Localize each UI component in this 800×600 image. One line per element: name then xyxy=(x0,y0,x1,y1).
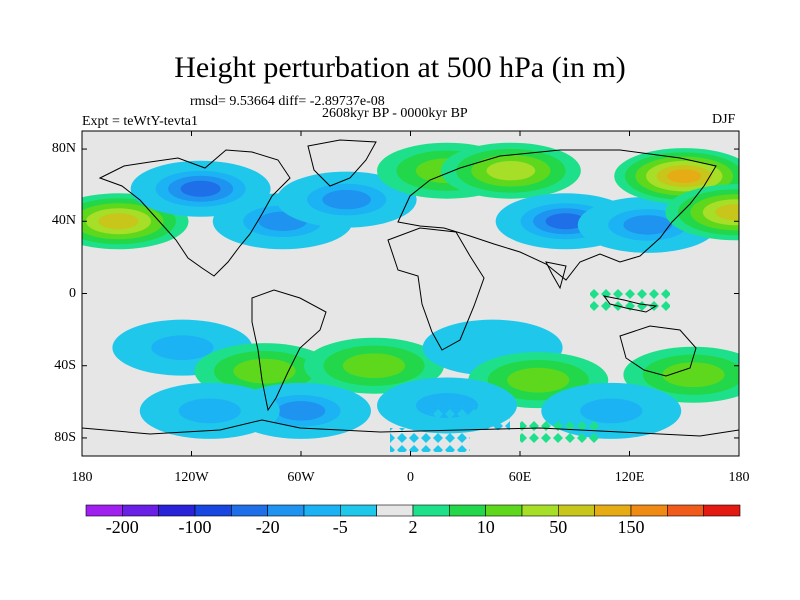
contour-band xyxy=(342,353,406,379)
colorbar-swatch xyxy=(449,504,486,517)
colorbar-label: 150 xyxy=(617,517,645,537)
coast-indonesia xyxy=(602,295,658,313)
colorbar-swatch xyxy=(231,504,268,517)
lon-tick-label: 60W xyxy=(287,470,315,485)
contour-band xyxy=(180,180,221,197)
contour-band xyxy=(715,204,739,221)
lat-tick-label: 40N xyxy=(51,213,76,229)
experiment-label: Expt = teWtY-tevta1 xyxy=(82,114,198,129)
contour-band xyxy=(545,213,586,230)
colorbar-swatch xyxy=(122,504,159,517)
colorbar-swatch xyxy=(558,504,595,517)
tick-marks xyxy=(81,131,740,456)
period-label: 2608kyr BP - 0000kyr BP xyxy=(322,106,468,121)
lat-tick-label: 80S xyxy=(54,429,76,445)
anomaly-region xyxy=(130,160,271,217)
contour-band xyxy=(322,189,371,210)
colorbar-swatch xyxy=(376,504,414,517)
anomaly-region xyxy=(276,171,417,228)
colorbar-swatch xyxy=(194,504,232,517)
coast-india xyxy=(545,261,567,290)
stippled-area xyxy=(590,288,670,312)
stippled-area xyxy=(520,420,600,444)
contour-band xyxy=(178,398,241,424)
contour-band xyxy=(98,213,139,230)
contour-band xyxy=(507,367,570,393)
colorbar-swatch xyxy=(630,504,668,517)
season-label: DJF xyxy=(712,112,736,127)
colorbar-swatch xyxy=(340,504,377,517)
colorbar-swatch xyxy=(85,504,123,517)
coastlines xyxy=(82,139,739,437)
colorbar-label: 10 xyxy=(476,517,495,537)
lon-tick-label: 180 xyxy=(71,470,93,485)
anomaly-region xyxy=(304,337,444,394)
stippled-area xyxy=(430,406,510,430)
colorbar-swatch xyxy=(594,504,632,517)
colorbar-swatch xyxy=(703,504,741,517)
anomaly-region xyxy=(440,142,581,199)
colorbar-label: -5 xyxy=(332,517,348,537)
contour-band xyxy=(580,398,643,424)
colorbar-swatch xyxy=(485,504,523,517)
lon-tick-label: 60E xyxy=(508,470,532,485)
anomaly-region xyxy=(665,184,739,241)
coast-antarctica xyxy=(82,419,739,437)
coast-greenland xyxy=(307,139,377,187)
colorbar xyxy=(85,504,741,517)
colorbar-swatch xyxy=(667,504,704,517)
colorbar-label: 50 xyxy=(549,517,568,537)
lat-tick-label: 80N xyxy=(51,141,76,157)
contour-band xyxy=(276,401,326,421)
lat-tick-label: 0 xyxy=(69,285,76,301)
contour-band xyxy=(667,169,702,183)
colorbar-label: -100 xyxy=(178,517,212,537)
stats-label: rmsd= 9.53664 diff= -2.89737e-08 xyxy=(190,94,385,109)
colorbar-label: -200 xyxy=(105,517,139,537)
colorbar-label: 2 xyxy=(408,517,418,537)
colorbar-swatch xyxy=(158,504,196,517)
coast-australia xyxy=(619,325,697,377)
coast-south-america xyxy=(251,289,327,412)
stippled-area xyxy=(390,428,470,452)
coast-eurasia xyxy=(397,149,717,281)
contour-band xyxy=(151,335,214,361)
colorbar-swatch xyxy=(267,504,305,517)
contour-band xyxy=(662,362,725,388)
colorbar-swatch xyxy=(303,504,341,517)
coast-north-america xyxy=(98,149,291,277)
lon-tick-label: 180 xyxy=(728,470,750,485)
map-title: Height perturbation at 500 hPa (in m) xyxy=(174,51,626,84)
contour-band xyxy=(486,161,536,181)
colorbar-label: -20 xyxy=(255,517,280,537)
contour-band xyxy=(623,215,673,235)
lon-tick-label: 0 xyxy=(407,470,414,485)
anomaly-region xyxy=(139,382,280,439)
lon-tick-label: 120E xyxy=(614,470,645,485)
contour-band xyxy=(233,358,296,384)
lon-tick-label: 120W xyxy=(174,470,209,485)
colorbar-swatch xyxy=(521,504,559,517)
colorbar-swatch xyxy=(412,504,450,517)
lat-tick-label: 40S xyxy=(54,357,76,373)
